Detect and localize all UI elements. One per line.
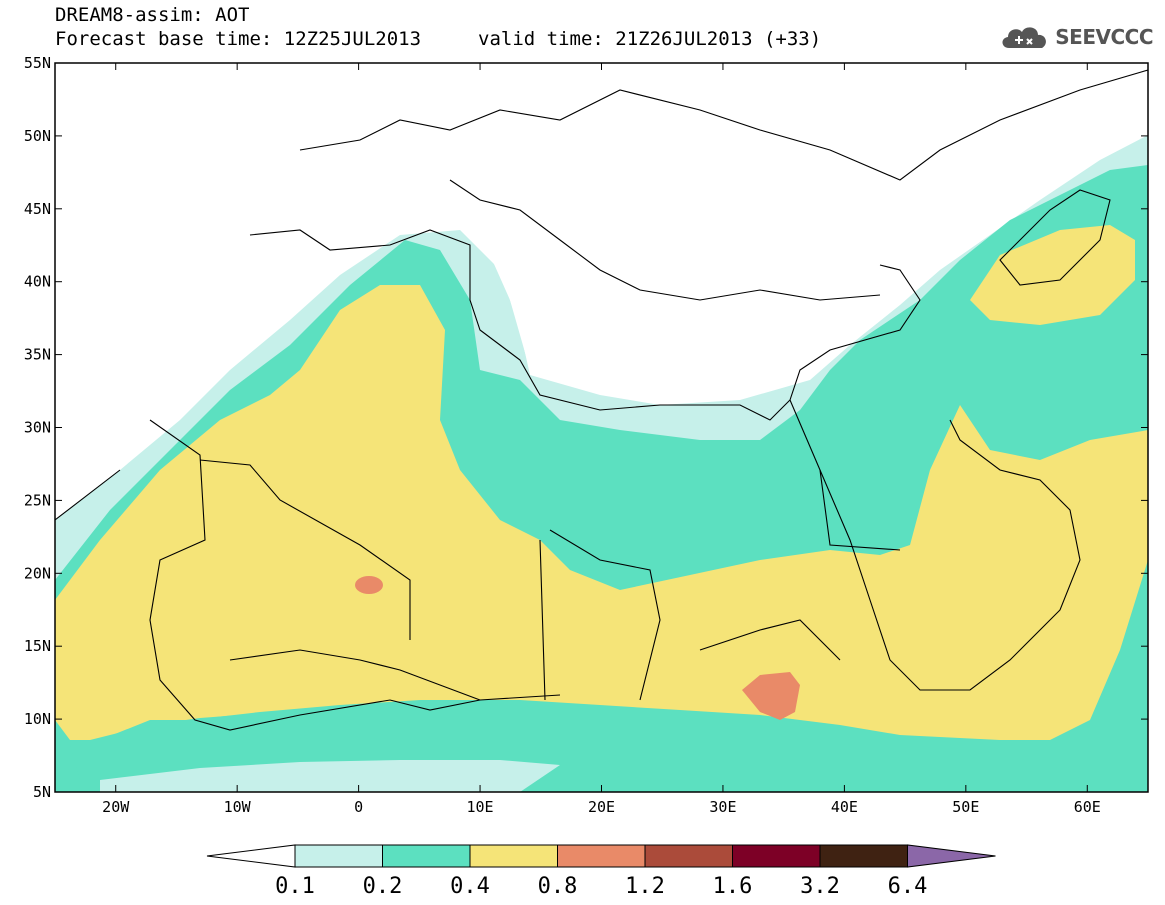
colorbar-segment [382,844,471,868]
seevccc-logo: SEEVCCC [999,20,1153,54]
lat-axis: 55N 50N 45N 40N 35N 30N 25N 20N 15N 10N 5N [24,54,1148,801]
aot-band-0.4-north [970,225,1135,325]
lat-tick-label: 50N [24,127,51,145]
colorbar-label: 0.4 [450,874,490,899]
aot-band-0.1-south [100,760,560,792]
colorbar-segment [732,844,821,868]
aot-field [55,63,1148,792]
lat-tick-label: 15N [24,637,51,655]
colorbar-label: 0.8 [538,874,578,899]
lat-tick-label: 20N [24,564,51,582]
aot-band-0.4 [55,285,1148,740]
lat-tick-label: 35N [24,346,51,364]
lat-tick-label: 40N [24,273,51,291]
colorbar-label: 0.1 [275,874,315,899]
forecast-base-time: Forecast base time: 12Z25JUL2013 [55,28,422,50]
lon-tick-label: 10W [224,798,252,816]
colorbar: 0.1 0.2 0.4 0.8 1.2 1.6 3.2 6.4 [206,844,996,899]
lat-tick-label: 45N [24,200,51,218]
colorbar-under-arrow [206,844,296,868]
colorbar-segment [644,844,733,868]
chart-title: DREAM8-assim: AOT [55,4,250,26]
logo-text: SEEVCCC [1055,25,1153,49]
lat-tick-label: 30N [24,419,51,437]
lon-tick-label: 40E [831,798,858,816]
colorbar-segment [294,844,383,868]
aot-peak-mali [355,576,383,594]
colorbar-label: 1.6 [713,874,753,899]
clean-air-europe [55,63,1148,470]
lon-tick-label: 60E [1074,798,1101,816]
lat-tick-label: 10N [24,710,51,728]
lon-tick-label: 20E [588,798,615,816]
lat-tick-label: 25N [24,491,51,509]
colorbar-label: 0.2 [363,874,403,899]
colorbar-label: 1.2 [625,874,665,899]
coastlines [55,69,1148,731]
lon-tick-label: 0 [354,798,363,816]
aot-peak-sudan [742,672,800,720]
lon-tick-label: 50E [952,798,979,816]
lat-tick-label: 5N [33,783,51,801]
colorbar-label: 3.2 [800,874,840,899]
aot-band-0.2-south [70,705,1080,780]
colorbar-segment [469,844,558,868]
lon-tick-label: 30E [709,798,736,816]
colorbar-over-arrow [907,844,996,868]
lon-axis: 20W 10W 0 10E 20E 30E 40E 50E 60E [102,63,1101,816]
colorbar-segment [557,844,646,868]
valid-time: valid time: 21Z26JUL2013 (+33) [478,28,822,50]
lon-tick-label: 20W [102,798,130,816]
colorbar-label: 6.4 [888,874,928,899]
lat-tick-label: 55N [24,54,51,72]
colorbar-segment [819,844,908,868]
cloud-icon [1002,27,1047,48]
lon-tick-label: 10E [467,798,494,816]
